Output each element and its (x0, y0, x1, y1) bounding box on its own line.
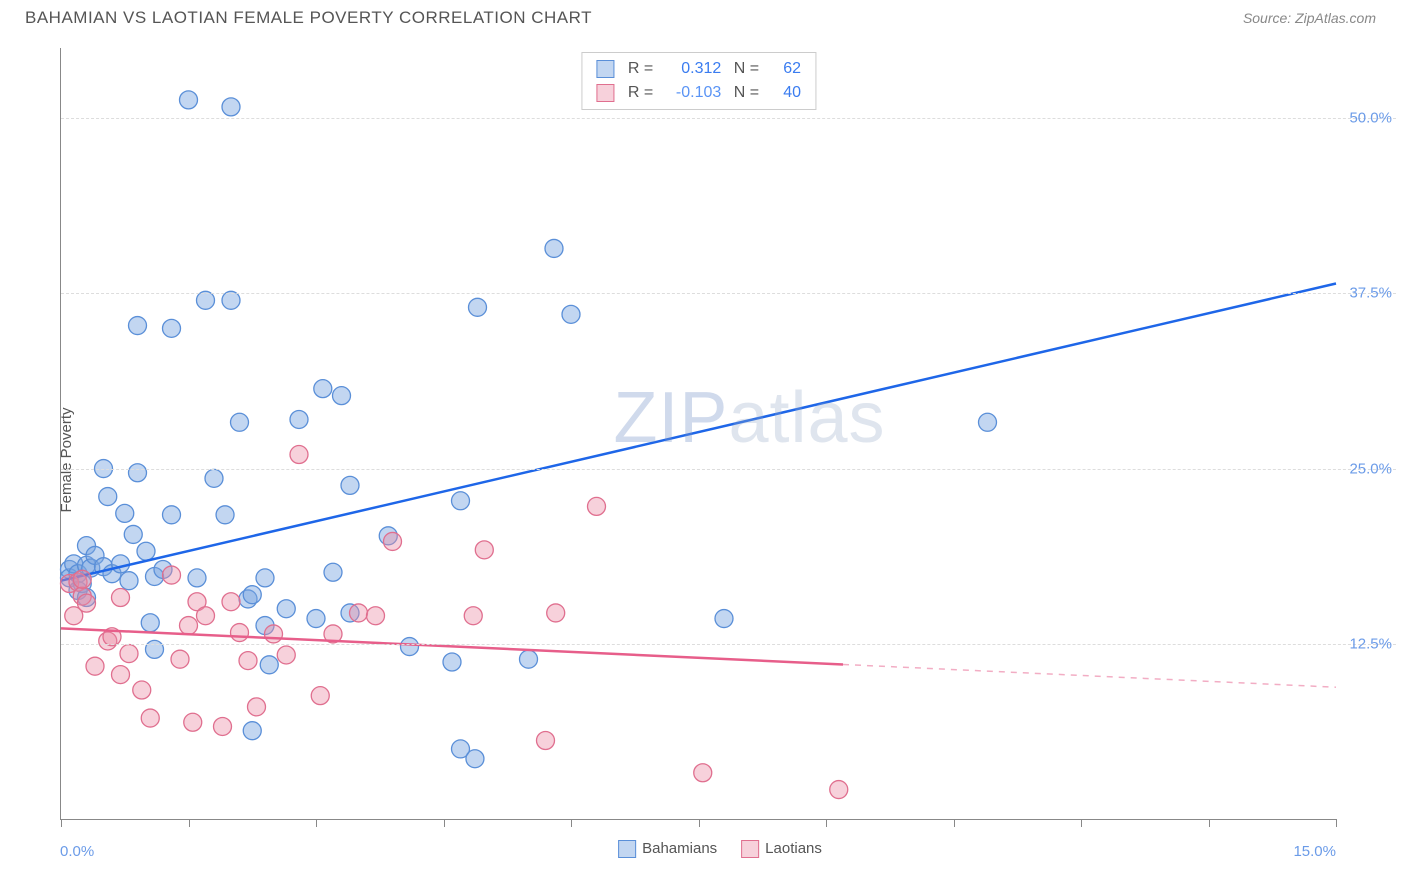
chart-source: Source: ZipAtlas.com (1243, 10, 1376, 26)
y-tick-label: 12.5% (1349, 635, 1392, 652)
legend-row: R =-0.103 N =40 (596, 81, 801, 105)
scatter-svg (61, 48, 1336, 819)
y-tick-label: 50.0% (1349, 110, 1392, 127)
plot-region: ZIPatlas R =0.312 N =62R =-0.103 N =40 1… (60, 48, 1336, 820)
chart-title: BAHAMIAN VS LAOTIAN FEMALE POVERTY CORRE… (25, 8, 592, 28)
x-min-label: 0.0% (60, 843, 94, 860)
legend-row: R =0.312 N =62 (596, 57, 801, 81)
correlation-legend: R =0.312 N =62R =-0.103 N =40 (581, 52, 816, 110)
legend-item: Bahamians (618, 840, 717, 858)
y-tick-label: 25.0% (1349, 460, 1392, 477)
chart-area: Female Poverty ZIPatlas R =0.312 N =62R … (44, 48, 1396, 872)
x-max-label: 15.0% (1293, 843, 1336, 860)
series-legend: Bahamians Laotians (618, 840, 822, 858)
legend-item: Laotians (741, 840, 822, 858)
y-tick-label: 37.5% (1349, 285, 1392, 302)
